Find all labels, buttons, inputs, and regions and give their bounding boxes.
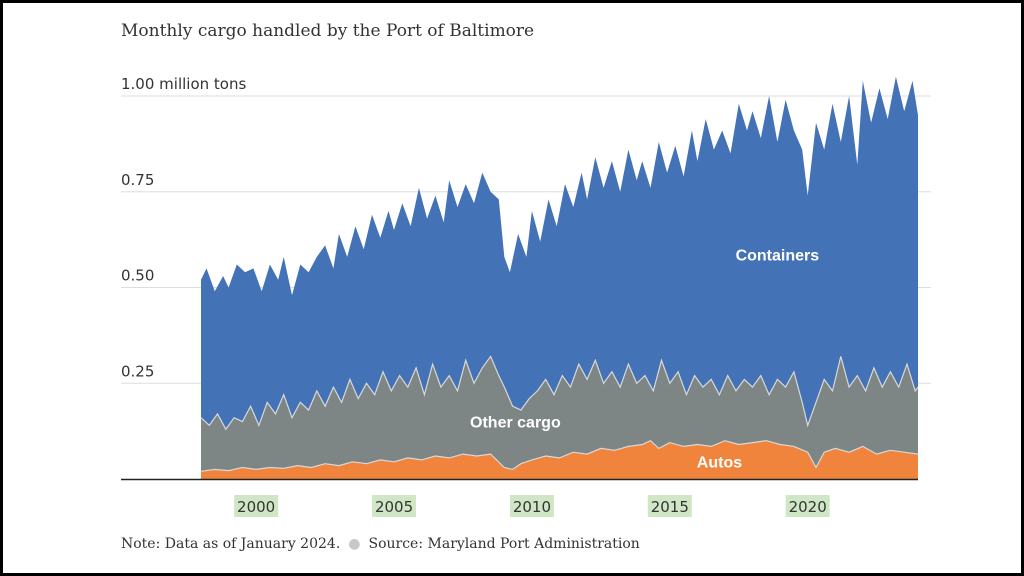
outline-other-cargo: [200, 355, 919, 431]
stacked-areas: [200, 76, 919, 480]
chart-footer: Note: Data as of January 2024. ● Source: M…: [121, 536, 640, 552]
x-tick-highlight: [509, 495, 554, 517]
x-tick-highlight: [234, 495, 279, 517]
y-tick-label: 0.50: [121, 267, 154, 285]
y-tick-label: 0.75: [121, 171, 154, 189]
x-tick-label: 2015: [651, 498, 689, 516]
x-tick-label: 2010: [513, 498, 551, 516]
separator-dot-icon: ●: [348, 536, 361, 552]
outline-autos: [200, 439, 919, 472]
series-label-other-cargo: Other cargo: [470, 414, 561, 431]
chart-title: Monthly cargo handled by the Port of Bal…: [121, 21, 535, 41]
x-tick-label: 2000: [237, 498, 275, 516]
note-text: Note: Data as of January 2024.: [121, 536, 341, 552]
source-text: Source: Maryland Port Administration: [368, 536, 640, 552]
x-axis: 2000 2005 2010 2015 2020: [121, 478, 918, 517]
x-tick-highlight: [372, 495, 417, 517]
series-label-autos: Autos: [697, 455, 742, 472]
x-tick-highlight: [785, 495, 830, 517]
chart-frame: Monthly cargo handled by the Port of Bal…: [3, 3, 1021, 573]
series-labels: Containers Other cargo Autos: [470, 248, 819, 472]
area-autos: [201, 440, 918, 479]
y-tick-label: 0.25: [121, 362, 154, 380]
y-axis: 1.00 million tons 0.75 0.50 0.25: [121, 75, 246, 380]
y-tick-label: 1.00 million tons: [121, 75, 246, 93]
x-tick-label: 2020: [789, 498, 827, 516]
x-tick-label: 2005: [375, 498, 413, 516]
series-label-containers: Containers: [736, 248, 820, 265]
x-tick-highlight: [647, 495, 692, 517]
